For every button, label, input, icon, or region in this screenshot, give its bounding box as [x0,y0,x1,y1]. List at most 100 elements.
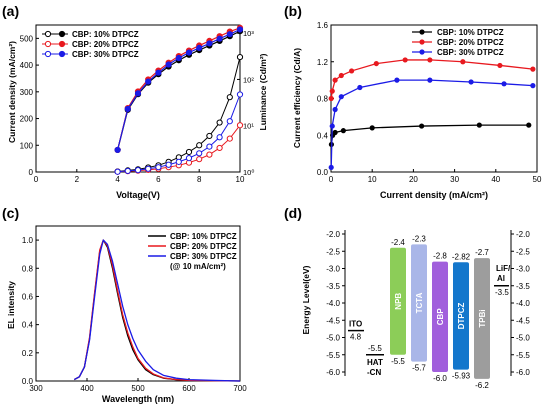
a-current-point [185,155,193,162]
d-layer-lumo-label: -2.4 [391,238,405,247]
a-luminance-point [155,69,162,76]
a-xtick-label: 4 [115,175,120,184]
b-ytick-label: 1.2 [317,58,329,67]
a-xtick-label: 2 [75,175,80,184]
a-current-point [206,151,213,158]
d-layer-name-dtpcz: DTPCZ [457,302,466,329]
b-point [338,94,344,100]
a-legend-label: CBP: 20% DTPCZ [72,40,139,49]
a-current-point [185,148,193,156]
d-hatcn-value: -5.5 [368,344,382,353]
c-xtick-label: 700 [233,384,247,393]
a-current-point [206,132,213,140]
d-right-tick-label: -4.0 [516,299,530,308]
b-point [468,79,474,85]
b-plot-frame [330,24,538,173]
a-current-point [196,156,203,163]
d-lifal-name-2: Al [497,274,505,283]
d-layer-lumo-label: -2.7 [475,248,489,257]
a-current-point [236,91,244,98]
a-ytick-label: 300 [20,88,34,97]
b-point [427,57,433,63]
a-luminance-point [114,146,121,154]
d-layer-bar-cbp [432,261,448,372]
b-xtick-label: 30 [450,175,459,184]
b-point [340,128,346,134]
a-ylabel: Current density (mA/cm²) [7,41,17,143]
c-legend-label: CBP: 10% DTPCZ [170,232,237,241]
a-current-point [124,167,131,175]
b-point [357,84,363,91]
a-current-point [196,150,203,157]
a-legend-open-marker [44,30,52,38]
b-ytick-label: 1.6 [317,21,329,30]
a-legend-filled-marker [58,50,66,58]
a-y2tick-label: 10² [243,75,254,84]
a-luminance-point [124,105,131,113]
b-point [419,123,425,129]
c-ytick-label: 0.4 [22,321,34,330]
a-current-point [175,158,182,165]
a-current-point [114,168,121,175]
d-layer-name-tpbi: TPBi [478,309,487,327]
b-point [338,72,344,79]
d-layer-bar-tcta [411,244,427,362]
d-hatcn-name-2: -CN [367,368,381,377]
b-legend-marker [419,49,425,55]
d-layer-name-cbp: CBP [436,308,445,326]
d-ylabel: Energy Level(eV) [301,265,311,334]
a-legend-label: CBP: 10% DTPCZ [72,30,139,39]
d-left-tick-label: -4.5 [326,316,340,325]
c-xtick-label: 500 [131,384,145,393]
a-luminance-point [145,78,152,85]
d-left-tick-label: -5.0 [326,334,340,343]
d-layer-bar-npb [390,247,406,355]
c-ytick-label: 1.0 [22,236,34,245]
b-xtick-label: 20 [409,175,418,184]
d-left-tick-label: -3.0 [326,265,340,274]
b-xtick-label: 50 [533,175,542,184]
a-legend-open-marker [44,50,52,58]
a-current-point [226,94,233,101]
d-left-tick-label: -2.0 [326,230,340,239]
d-layer-homo-label: -6.2 [475,381,489,390]
a-legend-filled-marker [58,30,66,38]
b-point [501,81,507,87]
b-point [329,88,335,94]
a-luminance-point [236,26,244,33]
a-current-point [155,164,162,171]
c-xtick-label: 300 [29,384,43,393]
b-xtick-label: 40 [491,175,500,184]
a-current-point [236,122,244,129]
c-xtick-label: 600 [182,384,196,393]
panel-b-letter: (b) [284,3,302,19]
a-current-point [236,53,244,61]
a-legend-open-marker [44,40,52,48]
a-luminance-point [226,31,233,38]
b-ytick-label: 0.4 [317,131,329,140]
d-right-tick-label: -2.5 [516,247,530,256]
b-point [530,66,536,72]
b-legend-label: CBP: 20% DTPCZ [437,38,504,47]
b-point [394,77,400,83]
c-ytick-label: 0.0 [22,377,34,386]
panel-d-letter: (d) [284,205,302,221]
c-legend-label: CBP: 30% DTPCZ [170,252,237,261]
d-layer-homo-label: -5.5 [391,357,405,366]
a-y2tick-label: 10⁰ [243,168,254,177]
b-point [369,125,375,131]
b-legend-label: CBP: 30% DTPCZ [437,48,504,57]
d-right-tick-label: -2.0 [516,230,530,239]
d-layer-name-tcta: TCTA [415,292,424,313]
d-right-tick-label: -3.5 [516,282,530,291]
a-y2tick-label: 10¹ [243,122,254,131]
a-ytick-label: 100 [20,141,34,150]
b-xlabel: Current density (mA/cm²) [380,190,488,200]
a-luminance-point [175,54,182,62]
b-series-line [330,79,533,168]
b-point [373,60,379,67]
a-legend-filled-marker [58,40,66,48]
b-legend-marker [419,39,425,45]
d-layer-name-npb: NPB [394,293,403,310]
